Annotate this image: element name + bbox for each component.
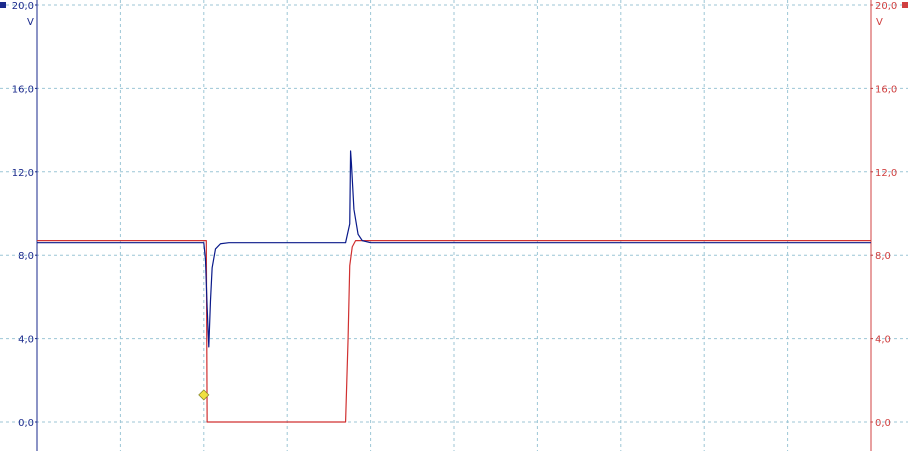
left-tick-label: 20,0 xyxy=(12,1,34,12)
left-axis-ticks: 0,0 4,0 8,0 12,0 16,0 20,0 xyxy=(12,1,37,429)
right-tick-label: 4,0 xyxy=(875,335,891,346)
right-tick-label: 8,0 xyxy=(875,251,891,262)
channel-a-trace xyxy=(37,150,871,348)
right-tick-label: 12,0 xyxy=(875,168,897,179)
right-tick-label: 0,0 xyxy=(875,418,891,429)
left-tick-label: 0,0 xyxy=(18,418,34,429)
left-tick-label: 8,0 xyxy=(18,251,34,262)
left-tick-label: 4,0 xyxy=(18,335,34,346)
channel-b-trace xyxy=(37,240,871,423)
right-axis-unit: V xyxy=(876,17,883,28)
markers xyxy=(0,2,908,401)
left-tick-label: 12,0 xyxy=(12,168,34,179)
series-layer xyxy=(37,150,871,423)
left-axis-unit: V xyxy=(27,17,34,28)
left-tick-label: 16,0 xyxy=(12,84,34,95)
right-tick-label: 20,0 xyxy=(875,1,897,12)
right-tick-label: 16,0 xyxy=(875,84,897,95)
channel-a-marker xyxy=(0,2,6,8)
channel-b-marker xyxy=(902,2,908,8)
trigger-marker xyxy=(198,389,210,401)
right-axis-ticks: 0,0 4,0 8,0 12,0 16,0 20,0 xyxy=(871,1,897,429)
axes xyxy=(36,0,872,451)
